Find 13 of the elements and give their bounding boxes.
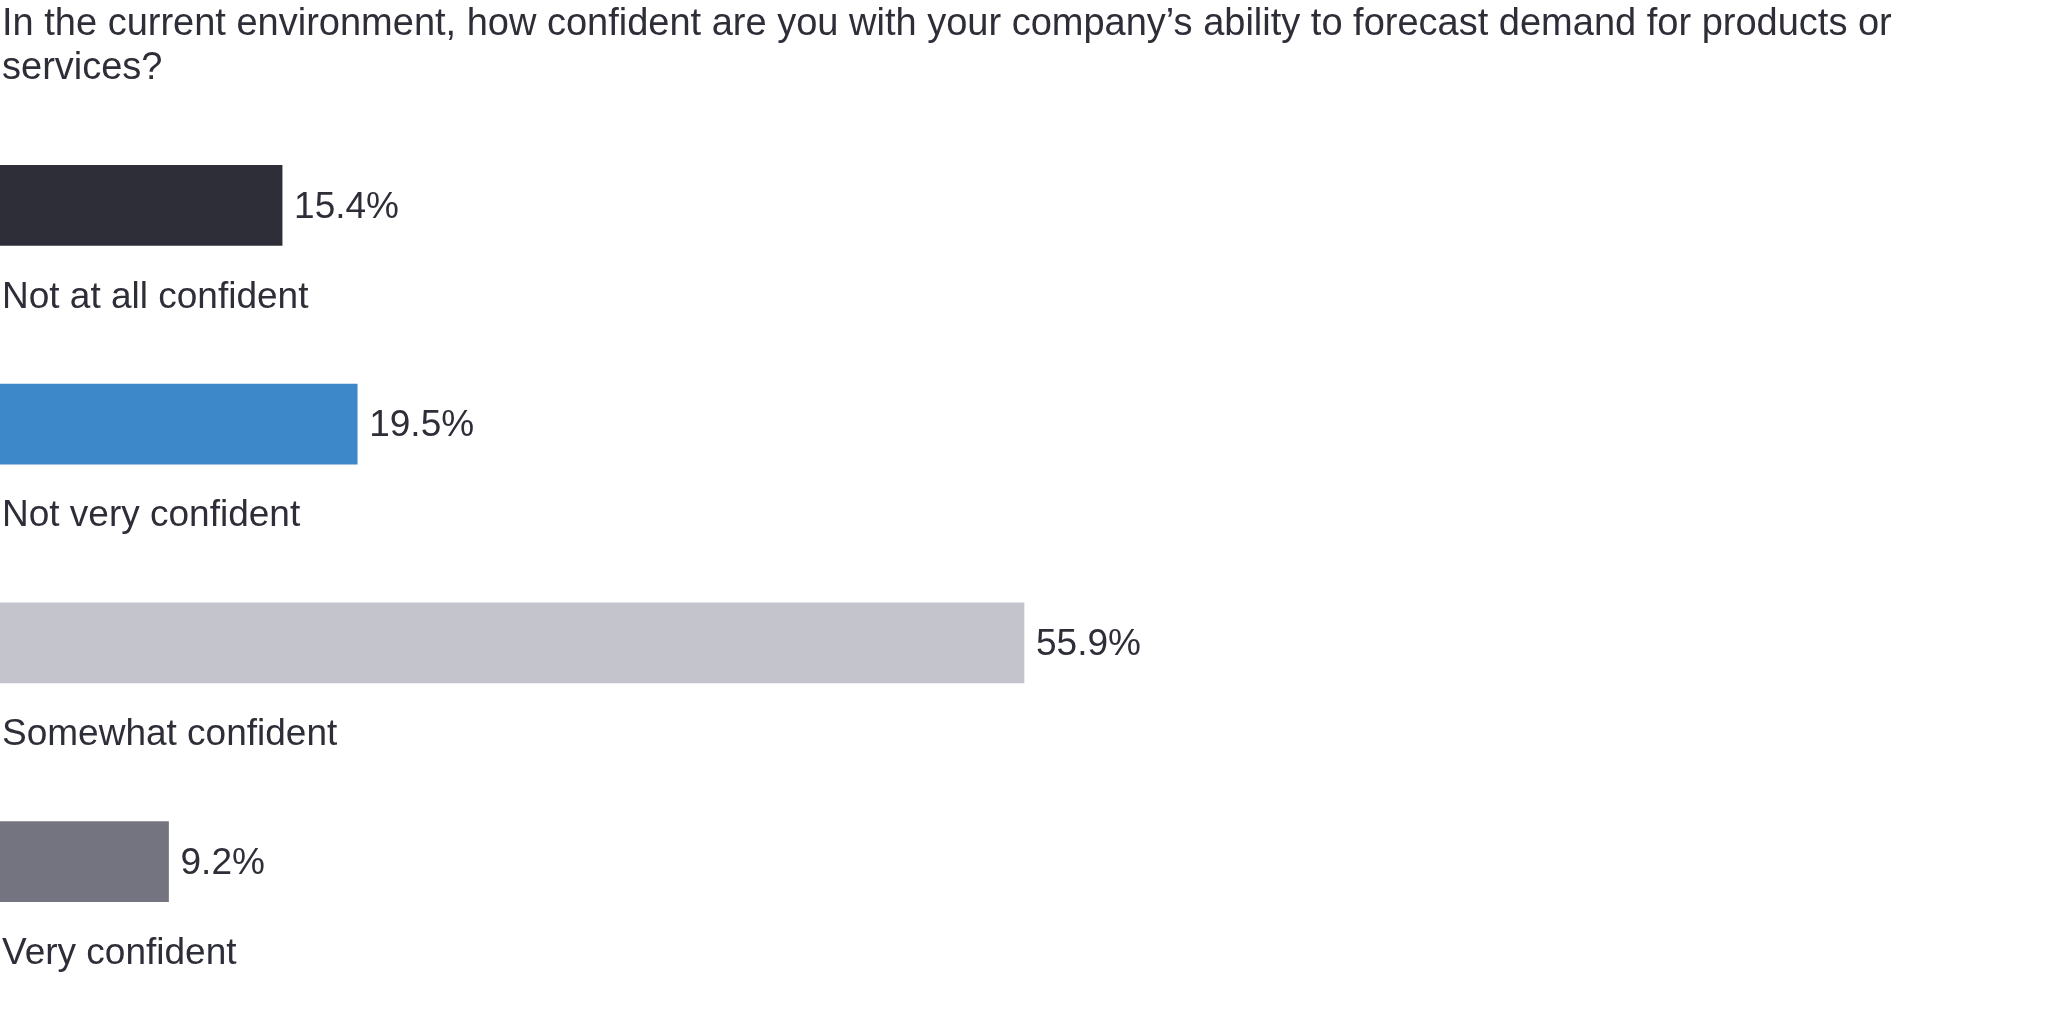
y-tick-label: Not at all confident	[2, 274, 310, 316]
y-tick-label: Somewhat confident	[2, 712, 338, 754]
bar	[0, 165, 283, 246]
y-tick-label: Very confident	[2, 930, 238, 972]
y-tick-label: Not very confident	[2, 493, 301, 535]
bar	[0, 602, 1025, 684]
data-label: 15.4%	[294, 184, 400, 226]
chart-title: In the current environment, how confident are you with your company’s ability to forecast demand for products or services?	[1, 0, 1893, 89]
data-label: 9.2%	[180, 840, 265, 882]
data-label: 55.9%	[1036, 622, 1141, 664]
bar	[0, 383, 358, 465]
data-label: 19.5%	[369, 403, 475, 445]
bar	[0, 821, 169, 902]
